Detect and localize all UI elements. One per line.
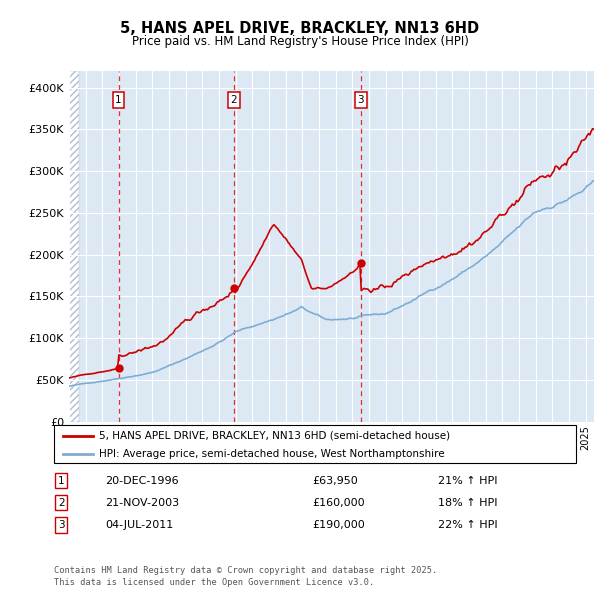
Text: 2: 2	[230, 95, 238, 105]
Text: 1: 1	[58, 476, 65, 486]
Text: £63,950: £63,950	[312, 476, 358, 486]
Text: Contains HM Land Registry data © Crown copyright and database right 2025.
This d: Contains HM Land Registry data © Crown c…	[54, 566, 437, 587]
Text: £190,000: £190,000	[312, 520, 365, 530]
Text: 3: 3	[58, 520, 65, 530]
Text: Price paid vs. HM Land Registry's House Price Index (HPI): Price paid vs. HM Land Registry's House …	[131, 35, 469, 48]
Text: HPI: Average price, semi-detached house, West Northamptonshire: HPI: Average price, semi-detached house,…	[99, 448, 445, 458]
Text: 5, HANS APEL DRIVE, BRACKLEY, NN13 6HD: 5, HANS APEL DRIVE, BRACKLEY, NN13 6HD	[121, 21, 479, 35]
Bar	[69, 71, 79, 422]
Text: £160,000: £160,000	[312, 498, 365, 507]
Text: 04-JUL-2011: 04-JUL-2011	[105, 520, 173, 530]
Text: 2: 2	[58, 498, 65, 507]
Text: 3: 3	[358, 95, 364, 105]
Text: 20-DEC-1996: 20-DEC-1996	[105, 476, 179, 486]
Text: 22% ↑ HPI: 22% ↑ HPI	[438, 520, 497, 530]
Text: 18% ↑ HPI: 18% ↑ HPI	[438, 498, 497, 507]
Text: 21-NOV-2003: 21-NOV-2003	[105, 498, 179, 507]
Text: 5, HANS APEL DRIVE, BRACKLEY, NN13 6HD (semi-detached house): 5, HANS APEL DRIVE, BRACKLEY, NN13 6HD (…	[99, 431, 450, 441]
Text: 1: 1	[115, 95, 122, 105]
Text: 21% ↑ HPI: 21% ↑ HPI	[438, 476, 497, 486]
